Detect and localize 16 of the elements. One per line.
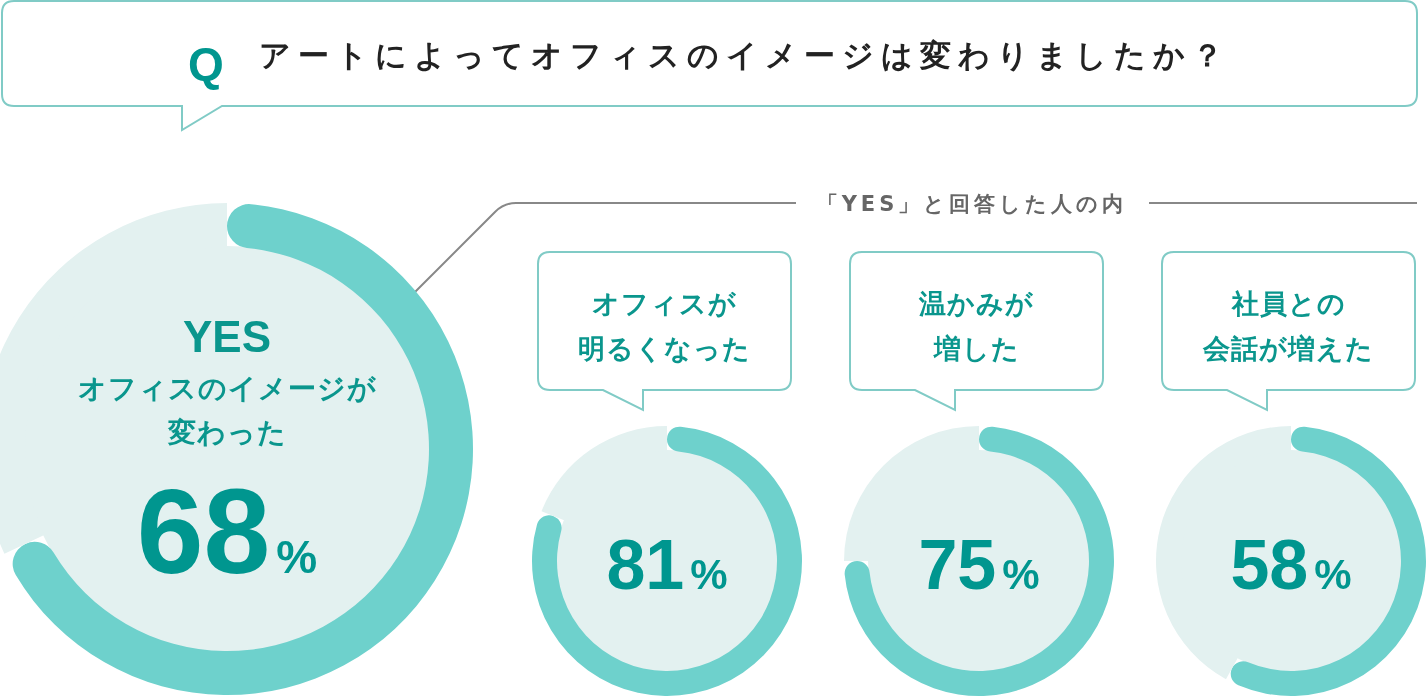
data-label: 58% [1230, 526, 1352, 604]
slice-label: YES [182, 312, 272, 361]
donut-slice [532, 426, 802, 696]
text: 「YES」と回答した人の内 [816, 192, 1128, 216]
data-label: 81% [606, 526, 728, 604]
data-label: 68% [136, 464, 318, 598]
text: アートによってオフィスのイメージは変わりましたか？ [259, 37, 1230, 73]
donut-slice [541, 426, 667, 521]
slice-label: オフィスが明るくなった [578, 288, 751, 364]
data-label: 75% [918, 526, 1040, 604]
slice-label: 温かみが増した [918, 288, 1034, 364]
text: Q [188, 38, 224, 90]
slice-label: 社員との会話が増えた [1202, 288, 1374, 364]
text: オフィスのイメージが変わった [77, 372, 377, 449]
donut-slice [1230, 426, 1426, 696]
donut-slice [844, 426, 1114, 696]
